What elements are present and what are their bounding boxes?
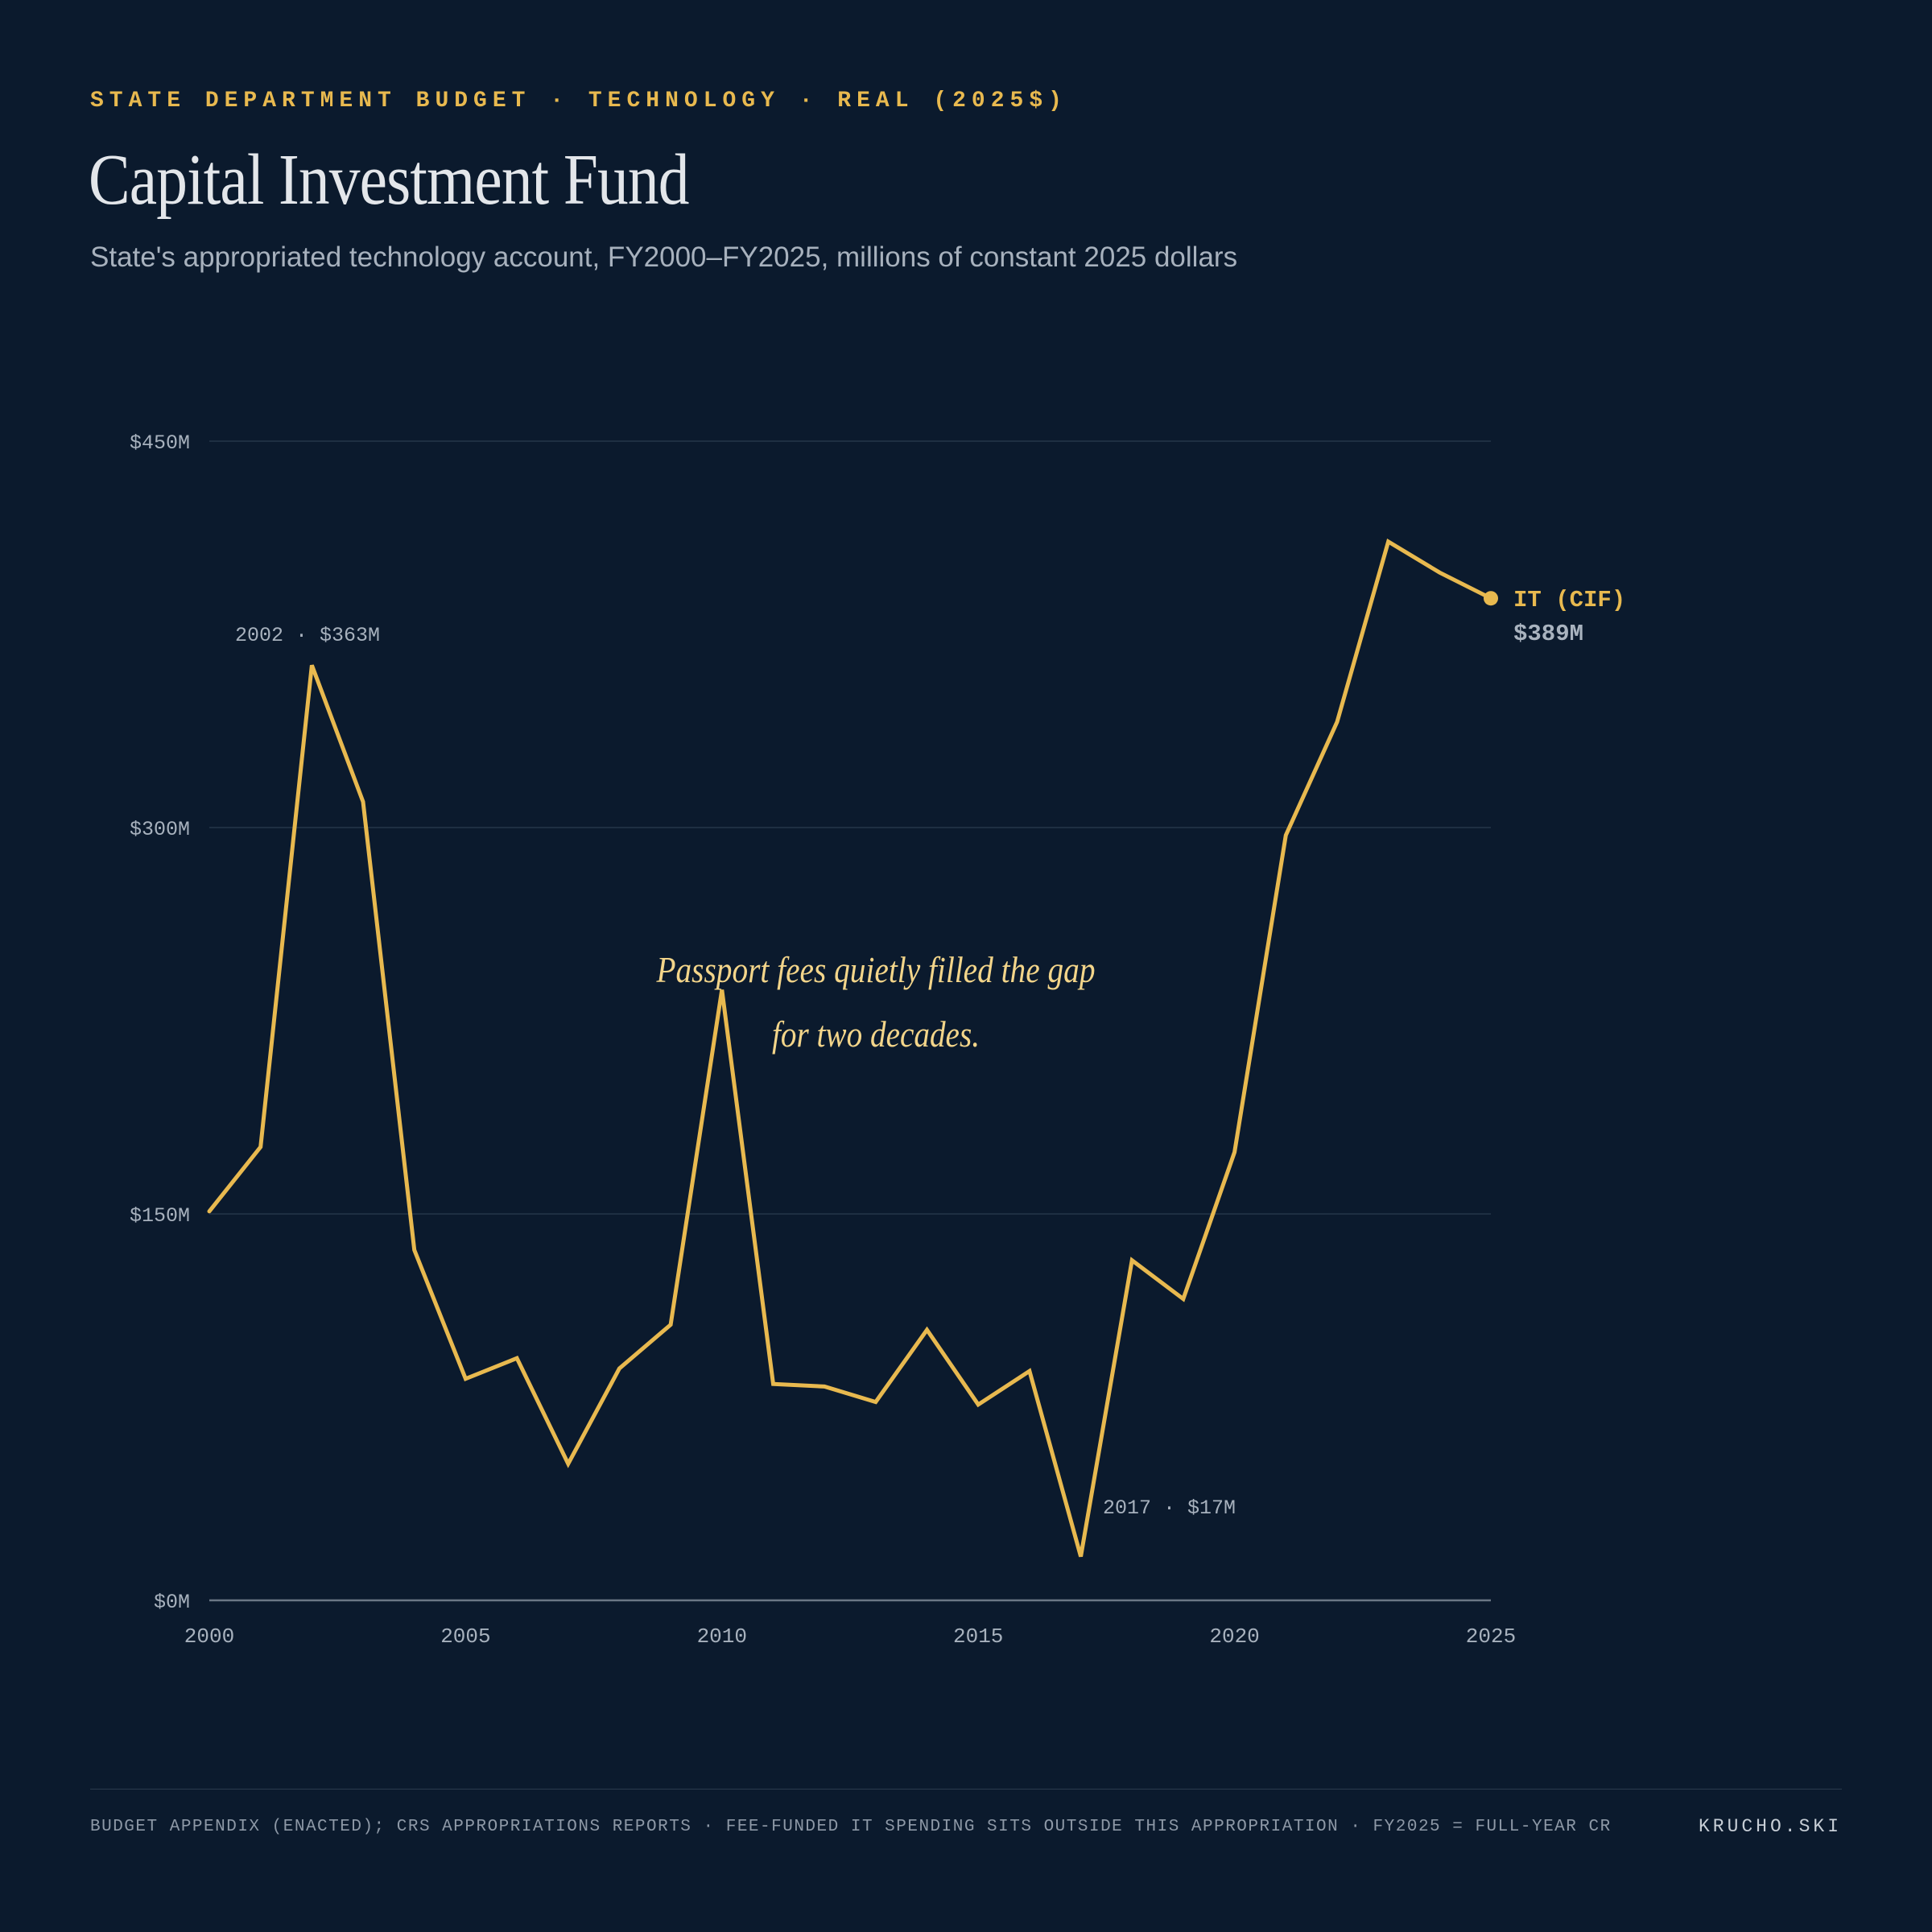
x-tick-label: 2005 <box>440 1624 490 1649</box>
footer-source-note: BUDGET APPENDIX (ENACTED); CRS APPROPRIA… <box>90 1818 1612 1836</box>
series-end-label: IT (CIF) <box>1513 587 1625 613</box>
chart-annotation-line: for two decades. <box>772 1013 980 1055</box>
x-tick-label: 2025 <box>1466 1624 1516 1649</box>
peak-point-label: 2002 · $363M <box>235 624 380 647</box>
chart-kicker: STATE DEPARTMENT BUDGET · TECHNOLOGY · R… <box>90 89 1067 114</box>
series-end-point <box>1484 591 1498 606</box>
chart-subtitle: State's appropriated technology account,… <box>90 242 1238 273</box>
y-tick-label: $150M <box>130 1204 190 1228</box>
footer-divider <box>90 1789 1842 1790</box>
y-tick-label: $450M <box>130 431 190 455</box>
y-tick-label: $300M <box>130 818 190 841</box>
series-end-value: $389M <box>1513 621 1583 647</box>
series-line-it-cif <box>207 538 1493 1558</box>
x-tick-label: 2020 <box>1209 1624 1259 1649</box>
x-tick-label: 2000 <box>184 1624 234 1649</box>
chart-annotation-line: Passport fees quietly filled the gap <box>656 949 1096 990</box>
footer-brand: KRUCHO.SKI <box>1698 1816 1842 1837</box>
y-tick-label: $0M <box>154 1591 190 1614</box>
chart-title: Capital Investment Fund <box>89 140 689 220</box>
trough-point-label: 2017 · $17M <box>1103 1496 1236 1520</box>
x-tick-label: 2010 <box>697 1624 747 1649</box>
x-tick-label: 2015 <box>953 1624 1003 1649</box>
